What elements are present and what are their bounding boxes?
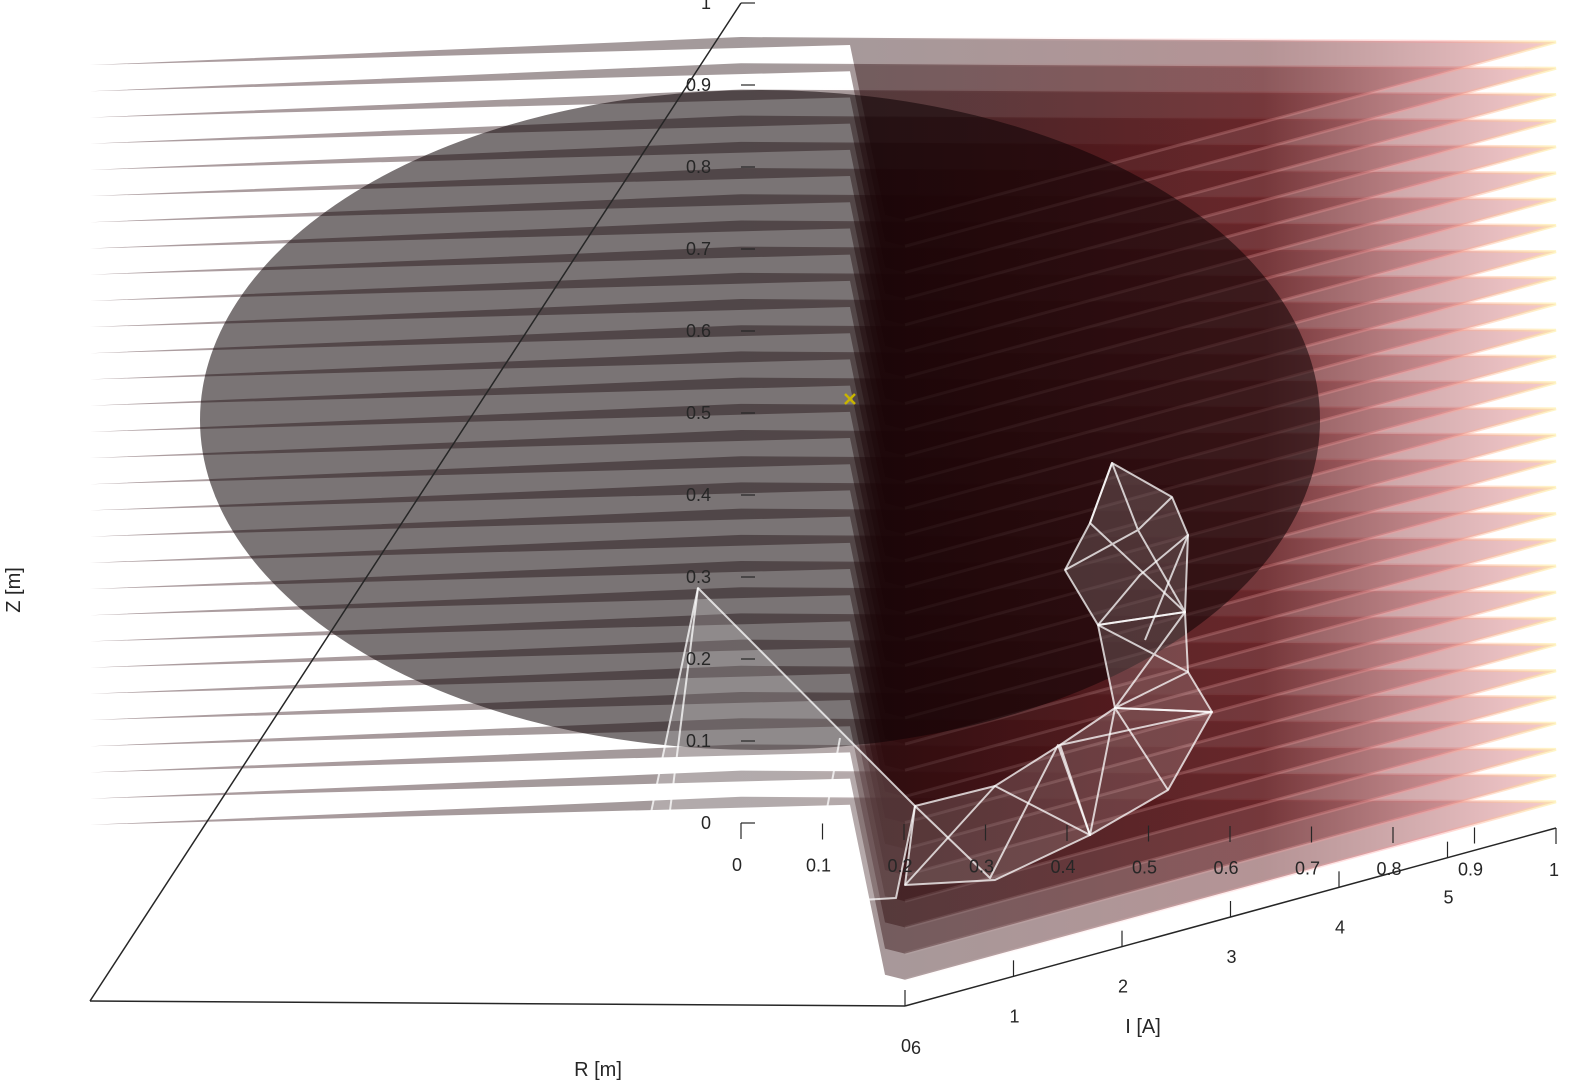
r-tick-label: 0.1: [806, 856, 831, 876]
volume-core: [200, 90, 1320, 750]
i-tick-label: 0: [901, 1036, 911, 1056]
data-marker: [844, 393, 856, 405]
r-tick-label: 0.4: [1050, 857, 1075, 877]
r-tick-label: 0.2: [887, 856, 912, 876]
marker-x: [844, 393, 856, 405]
z-tick-label: 0.1: [686, 731, 711, 751]
z-tick-label: 0.7: [686, 239, 711, 259]
r-tick-label: 0: [732, 855, 742, 875]
z-tick-label: 0.9: [686, 75, 711, 95]
i-tick-label: 1: [1009, 1006, 1019, 1026]
z-tick-label: 0.5: [686, 403, 711, 423]
z-tick-label: 0.4: [686, 485, 711, 505]
z-axis-line: [89, 2, 742, 1002]
tube-edge: [1097, 534, 1189, 641]
slice-edge: [740, 35, 1557, 222]
z-axis-label: Z [m]: [3, 567, 25, 613]
i-axis-label: I [A]: [1125, 1016, 1161, 1038]
z-tick-label: 0: [701, 813, 711, 833]
i-tick-label: 3: [1226, 947, 1236, 967]
r-tick-label: 0.9: [1458, 860, 1483, 880]
tube-edge: [1064, 462, 1186, 613]
r-tick-label: 0.8: [1376, 859, 1401, 879]
r-tick-label: 0.6: [1213, 858, 1238, 878]
z-tick-label: 0.3: [686, 567, 711, 587]
r-tick-label: 0.7: [1295, 859, 1320, 879]
z-tick-label: 0.2: [686, 649, 711, 669]
tube-edge: [807, 737, 841, 913]
tube-segment: [904, 707, 1213, 886]
i-tick-label: 4: [1335, 917, 1345, 937]
tube-edge: [904, 711, 1213, 886]
r-axis-line: [89, 1000, 906, 1007]
z-tick-label: 0.8: [686, 157, 711, 177]
r-tick-label: 0.3: [969, 857, 994, 877]
axes: 0 0.1 0.2 0.3 0.4 0.5 0.6 0.7 0.8 0.9 1 0 0.1 0.2 0.3 0…: [3, 0, 1559, 1081]
tube-edge: [659, 587, 699, 891]
i-tick-label: 2: [1118, 977, 1128, 997]
r-axis-label: R [m]: [574, 1059, 622, 1081]
z-tick-label: 0.6: [686, 321, 711, 341]
tube-fin: [629, 587, 916, 914]
i-tick-label: 6: [911, 1038, 921, 1058]
tube-segment: [1097, 611, 1213, 713]
z-tick-label: 1: [701, 0, 711, 13]
r-tick-label: 0.5: [1132, 858, 1157, 878]
volume-slice: [90, 37, 1556, 221]
r-tick-label: 1: [1549, 860, 1559, 880]
tube-edge: [1097, 611, 1189, 709]
isosurface-tube: [629, 462, 1213, 914]
tube-segment: [1064, 462, 1189, 626]
i-tick-label: 5: [1443, 888, 1453, 908]
